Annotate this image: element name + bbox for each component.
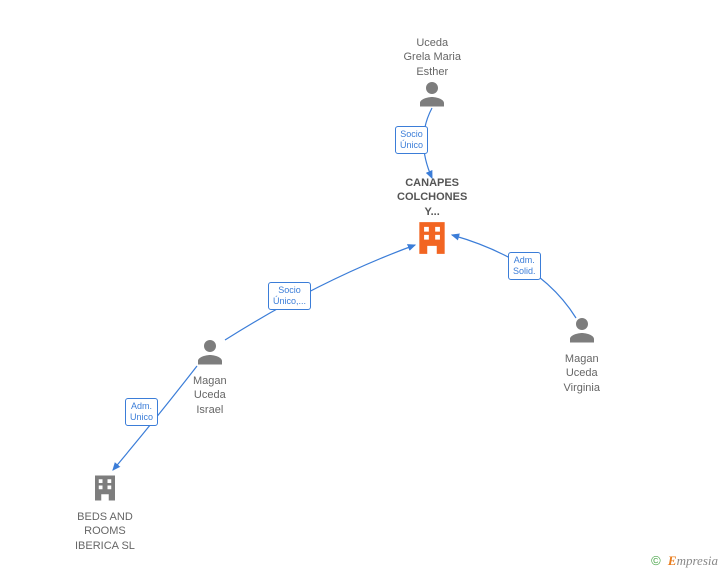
edge-label: Socio Único,... <box>268 282 311 310</box>
node-label: CANAPES COLCHONES Y... <box>397 176 467 219</box>
brand-rest: mpresia <box>677 553 718 568</box>
node-beds_rooms[interactable]: BEDS AND ROOMS IBERICA SL <box>75 473 135 553</box>
brand-accent: E <box>668 553 677 568</box>
node-label: BEDS AND ROOMS IBERICA SL <box>75 510 135 553</box>
node-magan_virginia[interactable]: Magan Uceda Virginia <box>564 315 601 395</box>
node-label: Magan Uceda Virginia <box>564 352 601 395</box>
node-label: Uceda Grela Maria Esther <box>404 36 461 79</box>
edge-label: Adm. Unico <box>125 398 158 426</box>
edge-label: Socio Único <box>395 126 428 154</box>
person-icon <box>195 337 225 367</box>
copyright-symbol: © <box>651 553 661 568</box>
building-icon <box>413 219 451 257</box>
edge <box>225 245 415 340</box>
node-magan_israel[interactable]: Magan Uceda Israel <box>193 337 227 417</box>
person-icon <box>417 79 447 109</box>
watermark: © Empresia <box>651 553 718 569</box>
node-uceda_grela[interactable]: Uceda Grela Maria Esther <box>404 34 461 114</box>
building-icon <box>90 473 120 503</box>
person-icon <box>567 315 597 345</box>
node-canapes[interactable]: CANAPES COLCHONES Y... <box>397 174 467 262</box>
node-label: Magan Uceda Israel <box>193 374 227 417</box>
edge-label: Adm. Solid. <box>508 252 541 280</box>
